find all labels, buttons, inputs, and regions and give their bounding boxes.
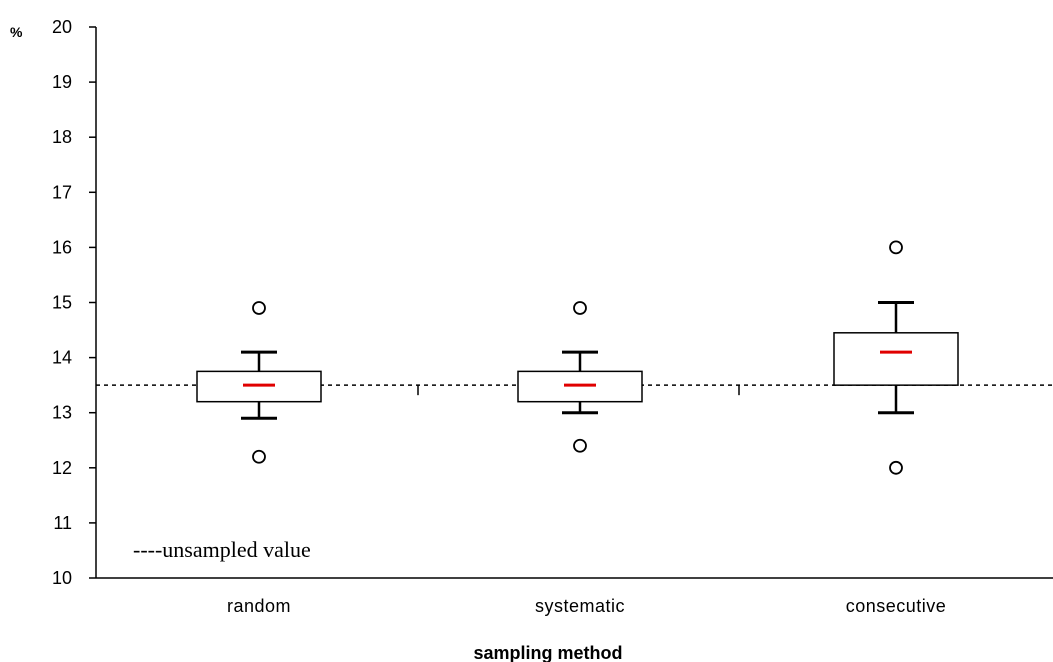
box-series	[196, 240, 959, 475]
box-random	[196, 301, 322, 464]
outlier-point	[889, 240, 903, 255]
outlier-point	[252, 449, 266, 464]
y-tick-label: 16	[52, 237, 72, 257]
reference-line-group	[96, 384, 1053, 396]
y-axis: 10 11 12 13 14 15 16 17 18 19 20	[52, 17, 97, 588]
y-tick-label: 12	[52, 458, 72, 478]
y-tick-label: 14	[52, 348, 72, 368]
y-tick-label: 18	[52, 127, 72, 147]
box-systematic	[517, 301, 643, 453]
y-tick-label: 17	[52, 182, 72, 202]
x-axis-title: sampling method	[473, 643, 622, 662]
y-tick-label: 13	[52, 403, 72, 423]
y-axis-unit-label: %	[10, 24, 23, 40]
reference-line-legend: ----unsampled value	[133, 537, 311, 562]
y-tick-label: 11	[53, 513, 72, 533]
x-category-label: consecutive	[846, 596, 947, 616]
outlier-point	[889, 460, 903, 475]
iqr-box	[833, 332, 959, 386]
y-tick-label: 10	[52, 568, 72, 588]
outlier-point	[252, 301, 266, 315]
x-category-label: systematic	[535, 596, 625, 616]
box-consecutive	[833, 240, 959, 475]
outlier-point	[573, 301, 587, 315]
y-tick-label: 15	[52, 293, 72, 313]
y-tick-label: 19	[52, 72, 72, 92]
outlier-point	[573, 438, 587, 453]
x-axis: random systematic consecutive	[96, 577, 1053, 616]
y-tick-label: 20	[52, 17, 72, 37]
x-category-label: random	[227, 596, 291, 616]
